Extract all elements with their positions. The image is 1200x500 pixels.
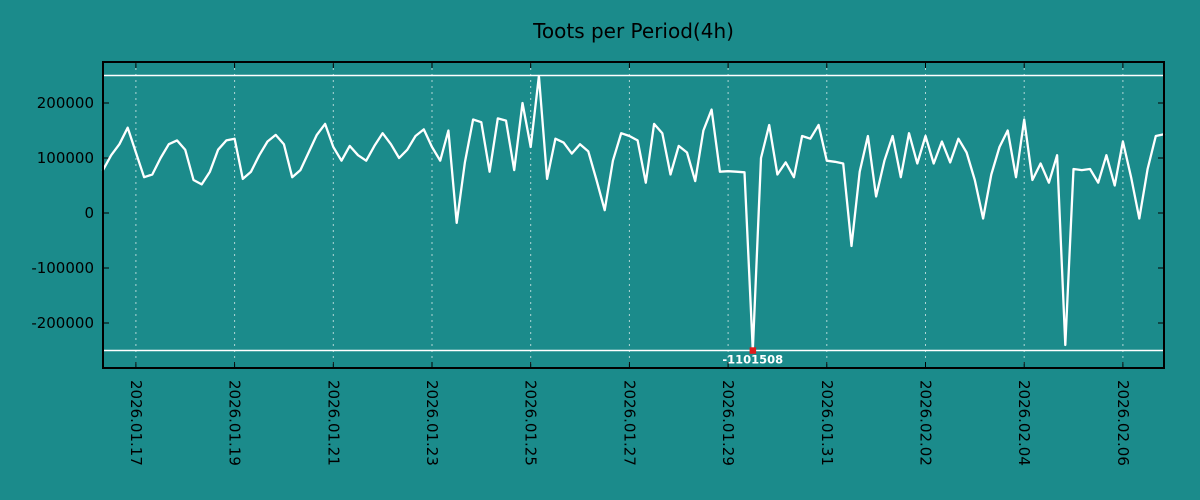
chart-title: Toots per Period(4h) <box>532 19 734 43</box>
x-tick-label: 2026.01.29 <box>719 380 737 466</box>
y-tick-label: 200000 <box>37 94 94 112</box>
x-tick-label: 2026.01.31 <box>818 380 836 466</box>
y-tick-label: 0 <box>84 204 94 222</box>
min-value-marker <box>749 347 757 354</box>
x-tick-label: 2026.01.23 <box>423 380 441 466</box>
series-line <box>101 74 1166 352</box>
plot-border <box>102 61 1165 369</box>
y-tick-label: -200000 <box>31 314 94 332</box>
x-tick-label: 2026.01.19 <box>226 380 244 466</box>
min-value-label: -1101508 <box>722 353 783 367</box>
x-tick-label: 2026.01.27 <box>620 380 638 466</box>
x-tick-label: 2026.02.04 <box>1015 380 1033 466</box>
x-tick-label: 2026.02.02 <box>917 380 935 466</box>
x-tick-label: 2026.01.25 <box>522 380 540 466</box>
x-tick-label: 2026.01.21 <box>324 380 342 466</box>
x-tick-label: 2026.01.17 <box>127 380 145 466</box>
y-tick-label: -100000 <box>31 259 94 277</box>
x-tick-label: 2026.02.06 <box>1114 380 1132 466</box>
y-tick-label: 100000 <box>37 149 94 167</box>
